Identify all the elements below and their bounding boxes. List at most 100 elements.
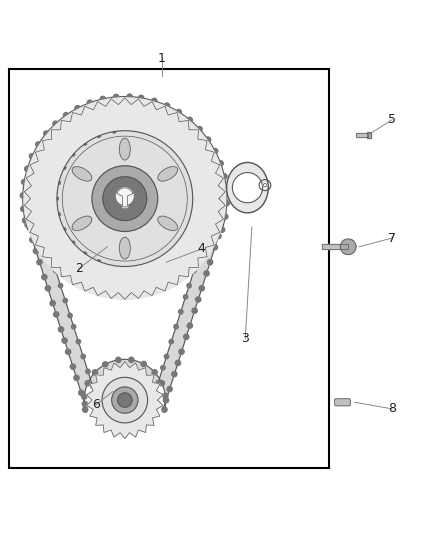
Circle shape [21,180,27,184]
Circle shape [263,183,267,187]
Circle shape [62,338,67,343]
Circle shape [197,126,202,132]
Circle shape [187,284,191,288]
Circle shape [42,167,46,171]
Circle shape [102,377,148,423]
Circle shape [45,286,50,291]
Circle shape [164,121,169,125]
Circle shape [92,367,158,433]
Circle shape [151,395,155,400]
Circle shape [212,149,218,154]
Circle shape [56,141,60,146]
Polygon shape [64,167,66,170]
Circle shape [205,223,209,227]
Circle shape [49,254,53,258]
Circle shape [106,112,110,116]
Circle shape [138,95,144,101]
Circle shape [74,375,79,381]
Circle shape [204,271,209,276]
Circle shape [224,200,230,206]
Polygon shape [57,197,58,200]
Circle shape [179,349,184,354]
Circle shape [129,374,133,378]
Polygon shape [340,240,348,247]
Polygon shape [73,154,75,157]
Circle shape [53,312,59,317]
Circle shape [98,397,102,401]
Circle shape [85,381,90,386]
Circle shape [87,100,92,106]
Circle shape [187,117,192,123]
Circle shape [82,401,88,407]
Circle shape [76,340,81,344]
Text: 8: 8 [388,402,396,415]
Circle shape [175,360,180,366]
Text: 1: 1 [158,52,166,65]
Circle shape [45,243,49,247]
Circle shape [135,111,139,115]
Circle shape [232,173,262,203]
Circle shape [205,137,211,142]
Ellipse shape [158,167,177,181]
Circle shape [83,407,88,412]
Circle shape [113,94,119,100]
Circle shape [36,197,41,201]
Circle shape [197,254,201,258]
Circle shape [141,361,146,367]
Polygon shape [348,240,356,247]
Circle shape [156,381,160,385]
Circle shape [116,357,121,362]
Circle shape [174,325,178,329]
Circle shape [146,410,151,415]
Ellipse shape [158,216,177,231]
Circle shape [224,187,229,192]
Circle shape [86,369,90,374]
Text: 3: 3 [241,332,249,345]
Polygon shape [113,132,116,133]
Ellipse shape [119,237,130,259]
Polygon shape [344,247,352,254]
Text: 2: 2 [75,262,83,275]
Circle shape [36,142,41,147]
Circle shape [117,188,133,205]
Circle shape [192,308,197,313]
Circle shape [120,110,124,115]
Circle shape [92,166,158,231]
Circle shape [208,260,213,265]
Circle shape [114,375,118,379]
Bar [367,132,371,138]
Polygon shape [87,361,163,439]
Circle shape [67,131,71,135]
Circle shape [92,116,96,120]
Circle shape [91,384,95,389]
Circle shape [176,109,181,115]
Circle shape [99,410,103,415]
Circle shape [162,393,168,398]
Circle shape [167,386,172,392]
Circle shape [207,177,211,182]
Polygon shape [25,98,225,300]
Polygon shape [59,181,60,185]
Circle shape [176,129,180,133]
Circle shape [100,96,106,102]
Polygon shape [59,213,60,216]
Circle shape [219,227,225,232]
Circle shape [164,103,170,108]
Circle shape [79,390,84,395]
Circle shape [64,112,69,118]
Text: 7: 7 [388,231,396,245]
Circle shape [25,222,30,228]
Polygon shape [64,227,66,230]
Circle shape [218,161,223,166]
Circle shape [199,286,205,291]
Circle shape [162,407,167,412]
Circle shape [187,139,191,143]
Circle shape [196,151,200,155]
Circle shape [37,260,42,265]
Circle shape [152,98,157,103]
Circle shape [172,372,177,377]
Circle shape [184,295,188,299]
Text: 5: 5 [388,114,396,126]
Circle shape [117,393,132,407]
Circle shape [42,274,47,280]
